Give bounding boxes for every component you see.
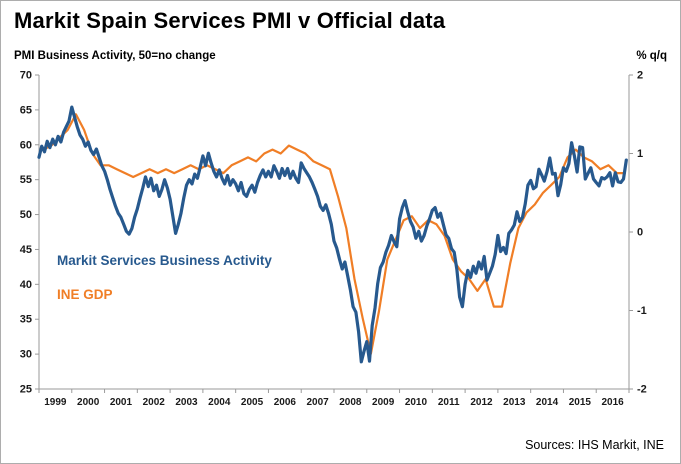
right-axis: -2 -1 0 1 2: [629, 70, 647, 396]
svg-text:60: 60: [20, 139, 32, 151]
axis-titles-row: PMI Business Activity, 50=no change % q/…: [14, 50, 667, 62]
svg-text:2009: 2009: [372, 397, 395, 408]
series-label-markit-services: Markit Services Business Activity: [57, 253, 272, 268]
left-axis: 25 30 35 40 45 50 55 60 65 70: [20, 70, 39, 396]
source-note: Sources: IHS Markit, INE: [525, 438, 664, 452]
svg-text:2003: 2003: [175, 397, 198, 408]
x-axis: 1999 2000 2001 2002 2003 2004 2005 2006 2007 2008…: [38, 389, 630, 408]
series-line-gdp: [41, 113, 627, 355]
svg-text:65: 65: [20, 104, 32, 116]
svg-text:2006: 2006: [274, 397, 297, 408]
svg-text:30: 30: [20, 349, 32, 361]
svg-text:40: 40: [20, 279, 32, 291]
right-axis-title: % q/q: [636, 50, 667, 62]
svg-text:1: 1: [637, 148, 643, 160]
svg-text:2016: 2016: [601, 397, 624, 408]
svg-text:70: 70: [20, 70, 32, 82]
svg-text:2007: 2007: [306, 397, 329, 408]
svg-text:50: 50: [20, 209, 32, 221]
series-label-ine-gdp: INE GDP: [57, 287, 113, 302]
svg-text:2013: 2013: [503, 397, 526, 408]
svg-text:-1: -1: [637, 305, 647, 317]
svg-text:2014: 2014: [536, 397, 559, 408]
svg-text:1999: 1999: [44, 397, 67, 408]
svg-text:25: 25: [20, 384, 32, 396]
series-line-pmi: [37, 105, 628, 364]
svg-text:2008: 2008: [339, 397, 362, 408]
svg-text:2002: 2002: [143, 397, 166, 408]
svg-text:2000: 2000: [77, 397, 100, 408]
svg-text:45: 45: [20, 244, 32, 256]
svg-text:2010: 2010: [405, 397, 428, 408]
svg-text:55: 55: [20, 174, 32, 186]
svg-text:2004: 2004: [208, 397, 231, 408]
svg-text:2015: 2015: [569, 397, 592, 408]
svg-text:2012: 2012: [470, 397, 493, 408]
svg-text:35: 35: [20, 314, 32, 326]
pmi-gdp-line-chart: 25 30 35 40 45 50 55 60 65 70 -2 -1 0 1 2 1999 2000 2001 2…: [20, 70, 647, 409]
chart-area: 25 30 35 40 45 50 55 60 65 70 -2 -1 0 1 2 1999 2000 2001 2…: [9, 67, 671, 433]
svg-text:2005: 2005: [241, 397, 264, 408]
svg-text:2001: 2001: [110, 397, 133, 408]
svg-text:2: 2: [637, 70, 643, 82]
svg-text:2011: 2011: [438, 397, 460, 408]
svg-text:-2: -2: [637, 384, 647, 396]
left-axis-title: PMI Business Activity, 50=no change: [14, 50, 216, 62]
page-title: Markit Spain Services PMI v Official dat…: [14, 8, 446, 33]
svg-text:0: 0: [637, 227, 643, 239]
